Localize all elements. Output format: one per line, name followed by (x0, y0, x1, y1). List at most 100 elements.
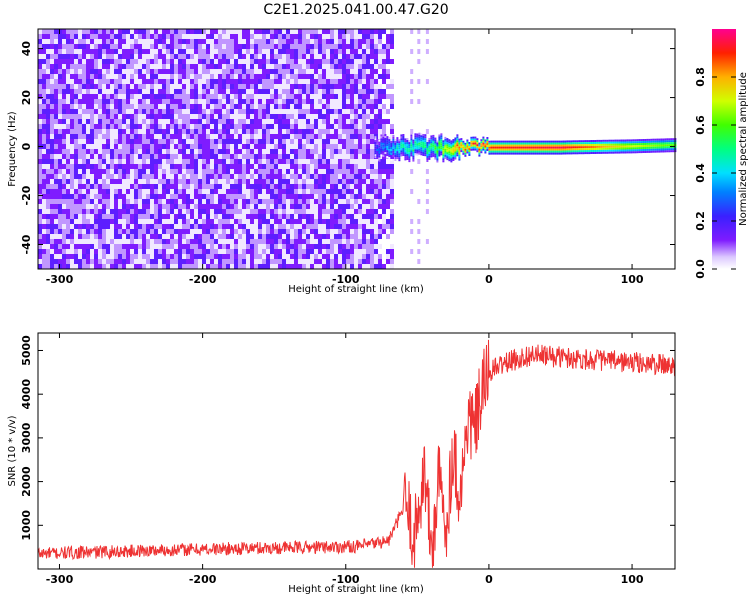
signal-band-cell (444, 142, 447, 145)
spectrogram-cell (338, 204, 342, 209)
spectrogram-cell (38, 54, 42, 59)
spectrogram-cell (238, 69, 242, 74)
spectrogram-cell (350, 34, 354, 39)
spectrogram-cell (170, 184, 174, 189)
spectrogram-cell (58, 114, 62, 119)
spectrogram-cell (270, 204, 274, 209)
spectrogram-cell (162, 184, 166, 189)
signal-band-cell (512, 152, 515, 155)
spectrogram-cell (190, 164, 194, 169)
spectrogram-cell (102, 209, 106, 214)
spectrogram-cell (174, 174, 178, 179)
signal-band-cell (512, 146, 515, 149)
spectrogram-cell (222, 49, 226, 54)
signal-band-cell (458, 150, 461, 153)
spectrogram-cell (38, 94, 42, 99)
spectrogram-cell (134, 134, 138, 139)
signal-band-cell (526, 144, 529, 147)
spectrogram-cell (302, 209, 306, 214)
spectrogram-cell (202, 194, 206, 199)
spectrogram-cell (206, 114, 210, 119)
spectrogram-cell (278, 59, 282, 64)
signal-band-cell (530, 142, 533, 145)
spectrogram-cell (194, 94, 198, 99)
spectrogram-cell (130, 59, 134, 64)
spectrogram-cell (338, 259, 342, 264)
signal-band-cell (446, 138, 449, 141)
spectrogram-cell (286, 259, 290, 264)
signal-band-cell (514, 152, 517, 155)
signal-band-cell (420, 135, 423, 138)
spectrogram-cell (362, 264, 366, 269)
spectrogram-cell (218, 164, 222, 169)
spectrogram-cell (66, 219, 70, 224)
spectrogram-cell (114, 254, 118, 259)
spectrogram-cell (46, 149, 50, 154)
spectrogram-cell (94, 34, 98, 39)
spectrogram-cell (102, 259, 106, 264)
spectrogram-cell (314, 224, 318, 229)
spectrogram-cell (38, 219, 42, 224)
spectrogram-cell (354, 29, 358, 34)
spectrogram-cell (278, 69, 282, 74)
spectrogram-cell (218, 179, 222, 184)
spectrogram-cell (382, 124, 386, 129)
spectrogram-cell (98, 229, 102, 234)
spectrogram-cell (294, 39, 298, 44)
spectrogram-cell (358, 159, 362, 164)
spectrogram-cell (242, 44, 246, 49)
spectrogram-cell (198, 134, 202, 139)
spectrogram-cell (306, 49, 310, 54)
spectrogram-cell (226, 174, 230, 179)
spectrogram-cell (194, 179, 198, 184)
signal-band-cell (448, 147, 451, 150)
spectrogram-cell (230, 244, 234, 249)
spectrogram-cell (270, 259, 274, 264)
signal-band-cell (404, 152, 407, 155)
spectrogram-cell (270, 174, 274, 179)
spectrogram-cell (58, 39, 62, 44)
spectrogram-cell (106, 204, 110, 209)
spectrogram-cell (174, 94, 178, 99)
spectrogram-cell (126, 179, 130, 184)
signal-band-cell (422, 140, 425, 142)
spectrogram-cell (234, 69, 238, 74)
spectrogram-cell (114, 139, 118, 144)
spectrogram-cell (42, 259, 46, 264)
spectrogram-cell (226, 64, 230, 69)
spectrogram-cell (174, 54, 178, 59)
spectrogram-cell (46, 124, 50, 129)
spectrogram-cell (150, 44, 154, 49)
spectrogram-cell (130, 219, 134, 224)
spectrogram-cell (134, 204, 138, 209)
spectrogram-cell (338, 124, 342, 129)
spectrogram-cell (302, 239, 306, 244)
spectrogram-cell (290, 59, 294, 64)
spectrogram-cell (318, 109, 322, 114)
spectrogram-cell (102, 214, 106, 219)
spectrogram-cell (118, 54, 122, 59)
spectrogram-cell (110, 264, 114, 269)
spectrogram-cell (130, 44, 134, 49)
spectrogram-cell (234, 239, 238, 244)
spectrogram-cell (238, 104, 242, 109)
spectrogram-cell (382, 179, 386, 184)
signal-band-cell (462, 142, 465, 145)
signal-band-cell (520, 150, 523, 153)
spectrogram-cell (390, 129, 394, 134)
spectrogram-cell (242, 34, 246, 39)
signal-band-cell (382, 136, 385, 139)
spectrogram-cell (354, 124, 358, 129)
spectrogram-cell (50, 44, 54, 49)
spectrogram-cell (234, 254, 238, 259)
spectrogram-cell (190, 254, 194, 259)
spectrogram-cell (74, 39, 78, 44)
signal-band-cell (474, 136, 477, 139)
spectrogram-cell (202, 94, 206, 99)
spectrogram-cell (186, 154, 190, 159)
spectrogram-cell (58, 64, 62, 69)
spectrogram-cell (350, 134, 354, 139)
spectrogram-cell (314, 44, 318, 49)
spectrogram-cell (270, 84, 274, 89)
